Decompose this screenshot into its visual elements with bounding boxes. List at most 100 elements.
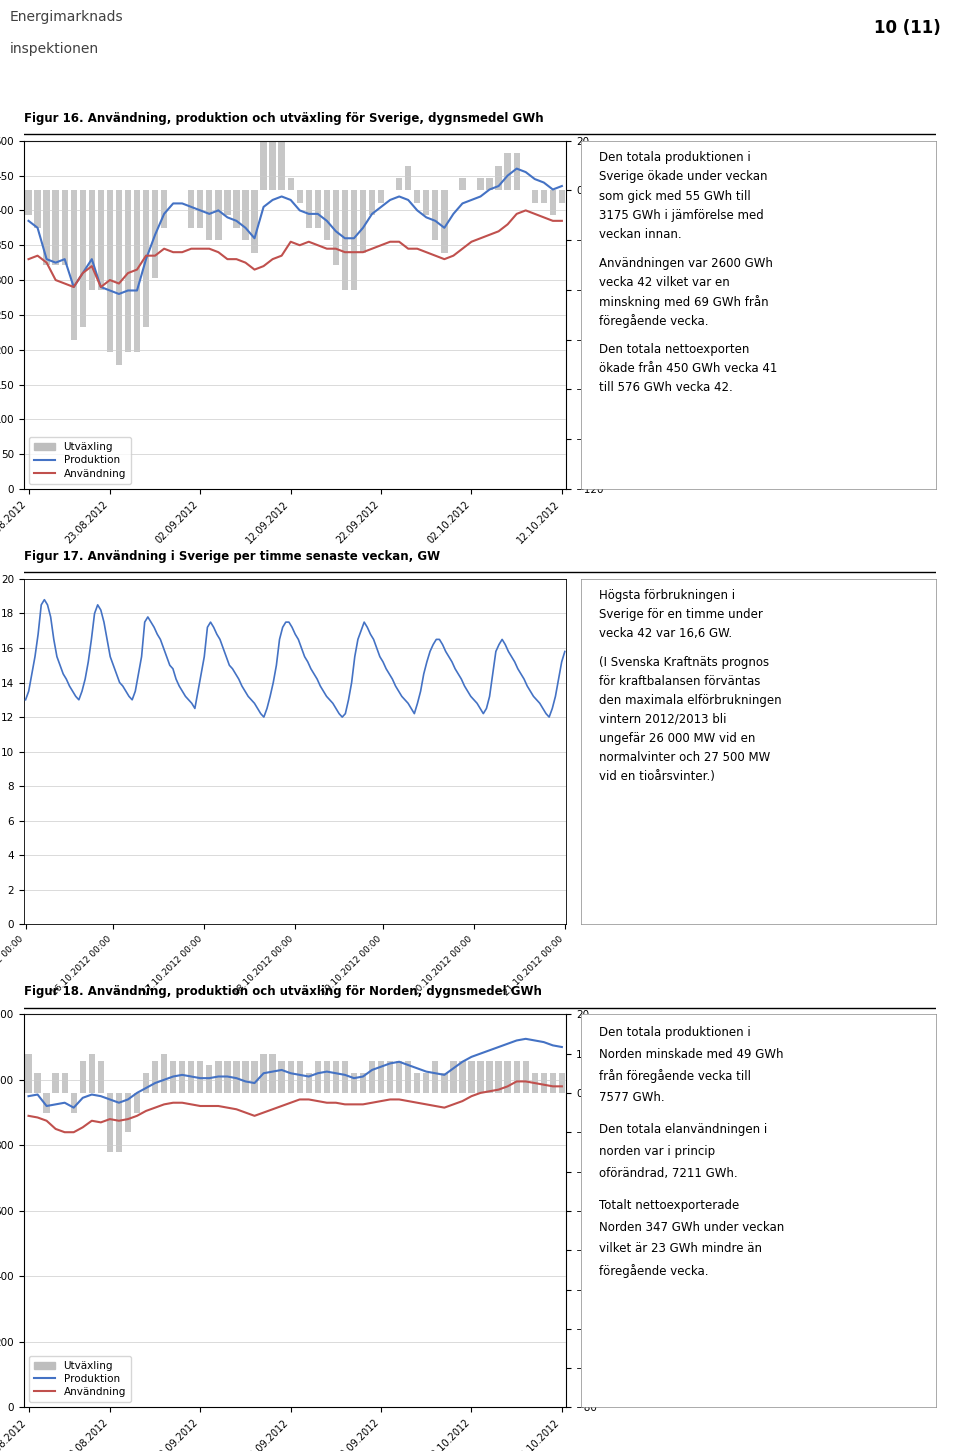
Bar <box>179 1062 185 1093</box>
Text: 7577 GWh.: 7577 GWh. <box>599 1091 664 1104</box>
Bar <box>442 190 447 252</box>
Bar <box>315 1062 321 1093</box>
Bar <box>116 190 122 364</box>
Bar <box>35 1074 40 1093</box>
Text: föregående vecka.: föregående vecka. <box>599 313 708 328</box>
Bar <box>405 1062 412 1093</box>
Bar <box>225 190 230 215</box>
Bar <box>396 178 402 190</box>
Bar <box>206 1065 212 1093</box>
Bar <box>170 1062 177 1093</box>
Bar <box>242 1062 249 1093</box>
Legend: Utväxling, Produktion, Användning: Utväxling, Produktion, Användning <box>29 437 132 483</box>
Bar <box>80 190 86 328</box>
Text: Norden 347 GWh under veckan: Norden 347 GWh under veckan <box>599 1220 783 1233</box>
Bar <box>287 1062 294 1093</box>
Text: Sverige för en timme under: Sverige för en timme under <box>599 608 762 621</box>
Bar <box>242 190 249 241</box>
Bar <box>423 1074 429 1093</box>
Bar <box>70 190 77 340</box>
Bar <box>53 1074 59 1093</box>
Bar <box>278 1062 285 1093</box>
Bar <box>133 190 140 353</box>
Bar <box>369 190 375 215</box>
Bar <box>550 1074 556 1093</box>
Bar <box>532 190 538 203</box>
Bar <box>369 1062 375 1093</box>
Text: Figur 16. Användning, produktion och utväxling för Sverige, dygnsmedel GWh: Figur 16. Användning, produktion och utv… <box>24 112 543 125</box>
Bar <box>225 1062 230 1093</box>
Text: Den totala nettoexporten: Den totala nettoexporten <box>599 342 749 355</box>
Bar <box>215 190 222 241</box>
Text: föregående vecka.: föregående vecka. <box>599 1264 708 1278</box>
Bar <box>333 190 339 266</box>
Text: Energimarknads: Energimarknads <box>10 10 123 23</box>
Bar <box>297 190 303 203</box>
Bar <box>459 178 466 190</box>
Bar <box>504 154 511 190</box>
Bar <box>143 190 149 328</box>
Text: Figur 18. Användning, produktion och utväxling för Norden, dygnsmedel GWh: Figur 18. Användning, produktion och utv… <box>24 985 541 998</box>
Y-axis label: Utväxling, GWh: Utväxling, GWh <box>608 1171 617 1251</box>
Y-axis label: Utväxling, GWh: Utväxling, GWh <box>614 274 624 355</box>
Bar <box>514 154 520 190</box>
Bar <box>450 1062 457 1093</box>
Bar <box>324 1062 330 1093</box>
Bar <box>233 190 240 228</box>
Bar <box>532 1074 538 1093</box>
Text: oförändrad, 7211 GWh.: oförändrad, 7211 GWh. <box>599 1167 737 1180</box>
Bar <box>25 190 32 215</box>
Bar <box>297 1062 303 1093</box>
Bar <box>414 190 420 203</box>
Bar <box>43 190 50 266</box>
Bar <box>260 1053 267 1093</box>
Bar <box>333 1062 339 1093</box>
Bar <box>378 1062 384 1093</box>
Bar <box>495 1062 502 1093</box>
Bar <box>350 190 357 290</box>
Bar <box>197 1062 204 1093</box>
Bar <box>161 190 167 228</box>
Bar <box>287 178 294 190</box>
Text: vintern 2012/2013 bli: vintern 2012/2013 bli <box>599 712 726 726</box>
Text: den maximala elförbrukningen: den maximala elförbrukningen <box>599 694 781 707</box>
Bar <box>378 190 384 203</box>
Bar <box>414 1074 420 1093</box>
Text: veckan innan.: veckan innan. <box>599 228 682 241</box>
Text: ökade från 450 GWh vecka 41: ökade från 450 GWh vecka 41 <box>599 361 777 374</box>
Bar <box>487 178 492 190</box>
Bar <box>252 190 257 252</box>
Text: Den totala elanvändningen i: Den totala elanvändningen i <box>599 1123 767 1136</box>
Bar <box>360 190 366 252</box>
Legend: Utväxling, Produktion, Användning: Utväxling, Produktion, Användning <box>29 1355 132 1402</box>
Text: (I Svenska Kraftnäts prognos: (I Svenska Kraftnäts prognos <box>599 656 769 669</box>
Bar <box>396 1062 402 1093</box>
Text: Den totala produktionen i: Den totala produktionen i <box>599 151 751 164</box>
Text: ungefär 26 000 MW vid en: ungefär 26 000 MW vid en <box>599 731 755 744</box>
Bar <box>152 190 158 277</box>
Bar <box>61 1074 68 1093</box>
Text: från föregående vecka till: från föregående vecka till <box>599 1069 751 1084</box>
Bar <box>468 1062 474 1093</box>
Text: Norden minskade med 49 GWh: Norden minskade med 49 GWh <box>599 1048 783 1061</box>
Bar <box>98 1062 104 1093</box>
Bar <box>270 1053 276 1093</box>
Bar <box>540 190 547 203</box>
Bar <box>559 190 565 203</box>
Text: Högsta förbrukningen i: Högsta förbrukningen i <box>599 589 734 602</box>
Bar <box>152 1062 158 1093</box>
Text: Den totala produktionen i: Den totala produktionen i <box>599 1026 751 1039</box>
Bar <box>342 1062 348 1093</box>
Bar <box>233 1062 240 1093</box>
Bar <box>350 1074 357 1093</box>
Text: till 576 GWh vecka 42.: till 576 GWh vecka 42. <box>599 382 732 395</box>
Bar <box>423 190 429 215</box>
Bar <box>477 178 484 190</box>
Bar <box>116 1093 122 1152</box>
Text: minskning med 69 GWh från: minskning med 69 GWh från <box>599 295 768 309</box>
Text: normalvinter och 27 500 MW: normalvinter och 27 500 MW <box>599 750 770 763</box>
Bar <box>61 190 68 266</box>
Bar <box>432 1062 439 1093</box>
Bar <box>125 1093 132 1132</box>
Bar <box>215 1062 222 1093</box>
